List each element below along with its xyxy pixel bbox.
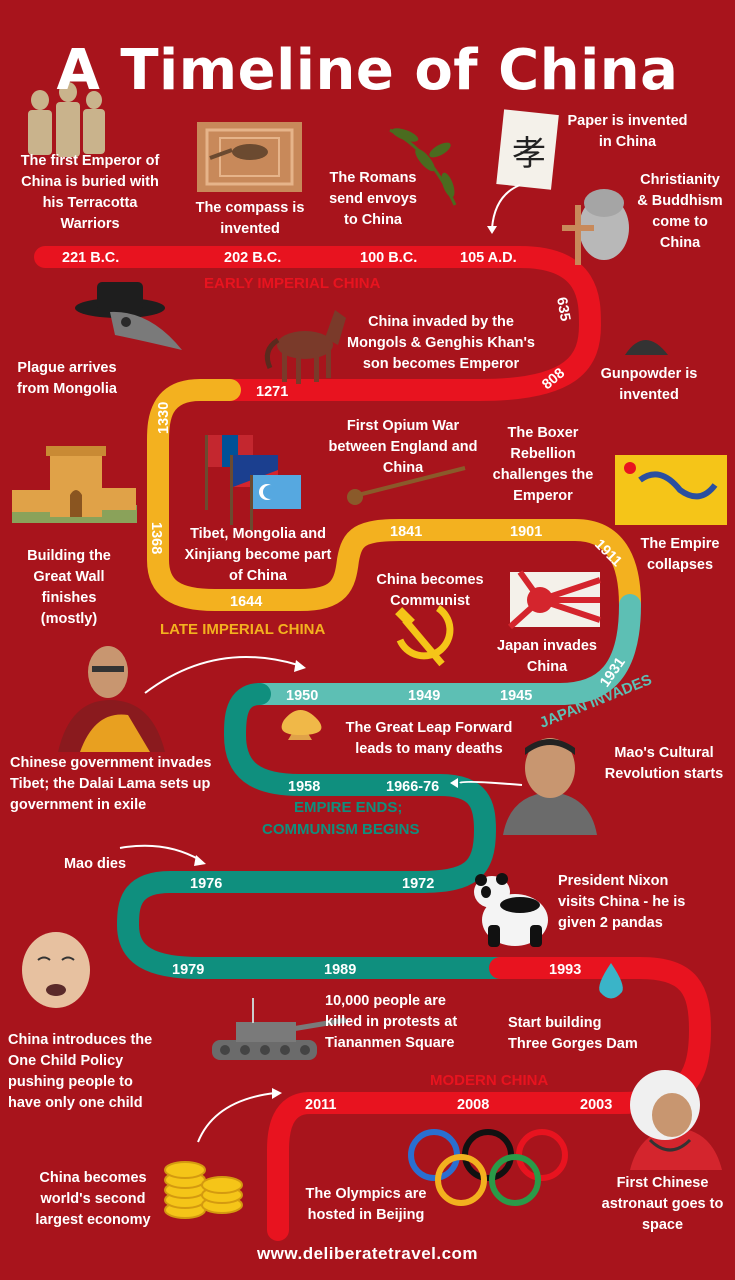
event-astronaut: First Chinese astronaut goes to space <box>601 1175 724 1233</box>
era-communism-begins: COMMUNISM BEGINS <box>262 821 420 838</box>
event-romans: The Romans send envoys to China <box>329 170 417 228</box>
arrow-heads <box>194 660 306 1099</box>
year-635: 635 <box>553 296 573 323</box>
compass-icon <box>197 122 302 192</box>
coins-icon <box>164 1161 243 1219</box>
year-1989: 1989 <box>324 962 356 978</box>
event-paper: Paper is invented in China <box>567 113 688 150</box>
year-2003: 2003 <box>580 1097 612 1113</box>
year-1644: 1644 <box>230 594 262 610</box>
year-1945: 1945 <box>500 688 532 704</box>
event-one-child: China introduces the One Child Policy pu… <box>8 1032 153 1111</box>
event-communist: China becomes Communist <box>376 572 484 609</box>
year-1901: 1901 <box>510 524 542 540</box>
event-plague: Plague arrives from Mongolia <box>17 360 117 397</box>
horse-icon <box>264 310 346 384</box>
era-empire-ends: EMPIRE ENDS; <box>294 799 402 816</box>
year-labels: 221 B.C. 202 B.C. 100 B.C. 105 A.D. 635 … <box>62 250 629 1113</box>
timeline-segment-late <box>147 379 641 616</box>
dalai-arrow <box>144 656 299 694</box>
event-japan: Japan invades China <box>497 638 597 675</box>
event-olympics: The Olympics are hosted in Beijing <box>305 1186 427 1223</box>
arrows <box>119 656 299 1143</box>
event-tibet: Tibet, Mongolia and Xinjiang become part… <box>184 526 332 584</box>
mao-portrait-icon <box>450 738 597 835</box>
event-tiananmen: 10,000 people are killed in protests at … <box>325 993 458 1051</box>
gunpowder-icon <box>625 340 668 355</box>
tank-icon <box>212 998 347 1060</box>
flags-icon <box>205 435 301 530</box>
year-105ad: 105 A.D. <box>460 250 517 266</box>
plague-doctor-icon <box>75 282 182 350</box>
astronaut-icon <box>630 1070 722 1170</box>
year-1972: 1972 <box>402 876 434 892</box>
event-empire-collapses: The Empire collapses <box>640 536 720 573</box>
event-gunpowder: Gunpowder is invented <box>600 366 698 403</box>
footer-url[interactable]: www.deliberatetravel.com <box>256 1244 479 1263</box>
panda-icon <box>474 873 548 947</box>
svg-text:孝: 孝 <box>512 134 546 174</box>
year-100bc: 100 B.C. <box>360 250 417 266</box>
great-wall-icon <box>12 446 137 523</box>
dalai-lama-icon <box>58 646 165 752</box>
wheat-icon <box>281 710 322 740</box>
timeline-segment-japan <box>249 594 641 705</box>
economy-arrow <box>197 1092 276 1143</box>
timeline-segment-communism <box>116 683 511 979</box>
event-christianity: Christianity & Buddhism come to China <box>637 172 723 251</box>
event-mao-dies: Mao dies <box>63 856 127 872</box>
timeline-segment-early <box>34 246 602 401</box>
year-202bc: 202 B.C. <box>224 250 281 266</box>
year-1993: 1993 <box>549 962 581 978</box>
terracotta-warriors-icon <box>28 82 105 157</box>
year-196676: 1966-76 <box>386 779 439 795</box>
year-1949: 1949 <box>408 688 440 704</box>
event-cultural-revolution: Mao's Cultural Revolution starts <box>604 745 724 782</box>
era-modern: MODERN CHINA <box>430 1072 548 1089</box>
year-1950: 1950 <box>286 688 318 704</box>
qing-flag-icon <box>615 455 727 525</box>
year-2011: 2011 <box>305 1097 336 1113</box>
year-1976: 1976 <box>190 876 222 892</box>
year-1330: 1330 <box>156 402 172 434</box>
event-boxer: The Boxer Rebellion challenges the Emper… <box>492 425 594 504</box>
opium-pipe-icon <box>347 466 466 505</box>
era-early-imperial: EARLY IMPERIAL CHINA <box>204 275 381 292</box>
rising-sun-flag-icon <box>507 570 601 630</box>
year-1271: 1271 <box>256 384 288 400</box>
olympic-rings-icon <box>408 1129 568 1206</box>
event-mongols: China invaded by the Mongols & Genghis K… <box>347 314 535 372</box>
mao-dies-arrow <box>119 844 201 861</box>
water-drop-icon <box>599 963 623 999</box>
year-1979: 1979 <box>172 962 204 978</box>
year-1841: 1841 <box>390 524 422 540</box>
event-great-wall: Building the Great Wall finishes (mostly… <box>27 548 111 627</box>
event-compass: The compass is invented <box>195 200 305 237</box>
event-great-leap: The Great Leap Forward leads to many dea… <box>345 720 513 757</box>
event-economy: China becomes world's second largest eco… <box>35 1170 151 1228</box>
year-1368: 1368 <box>148 522 164 554</box>
page-title: A Timeline of China <box>56 38 679 103</box>
event-dalai-lama: Chinese government invades Tibet; the Da… <box>10 755 212 813</box>
event-opium: First Opium War between England and Chin… <box>328 418 478 476</box>
year-1958: 1958 <box>288 779 320 795</box>
paper-scroll-icon: 孝 <box>487 109 559 234</box>
baby-face-icon <box>22 932 90 1008</box>
year-2008: 2008 <box>457 1097 489 1113</box>
year-221bc: 221 B.C. <box>62 250 119 266</box>
event-nixon: President Nixon visits China - he is giv… <box>558 873 686 931</box>
event-three-gorges: Start building Three Gorges Dam <box>508 1015 638 1052</box>
olive-branch-icon <box>389 128 457 206</box>
event-terracotta: The first Emperor of China is buried wit… <box>20 153 160 232</box>
era-late-imperial: LATE IMPERIAL CHINA <box>160 621 325 638</box>
buddha-cross-icon <box>562 189 629 265</box>
hammer-sickle-icon <box>395 605 454 667</box>
